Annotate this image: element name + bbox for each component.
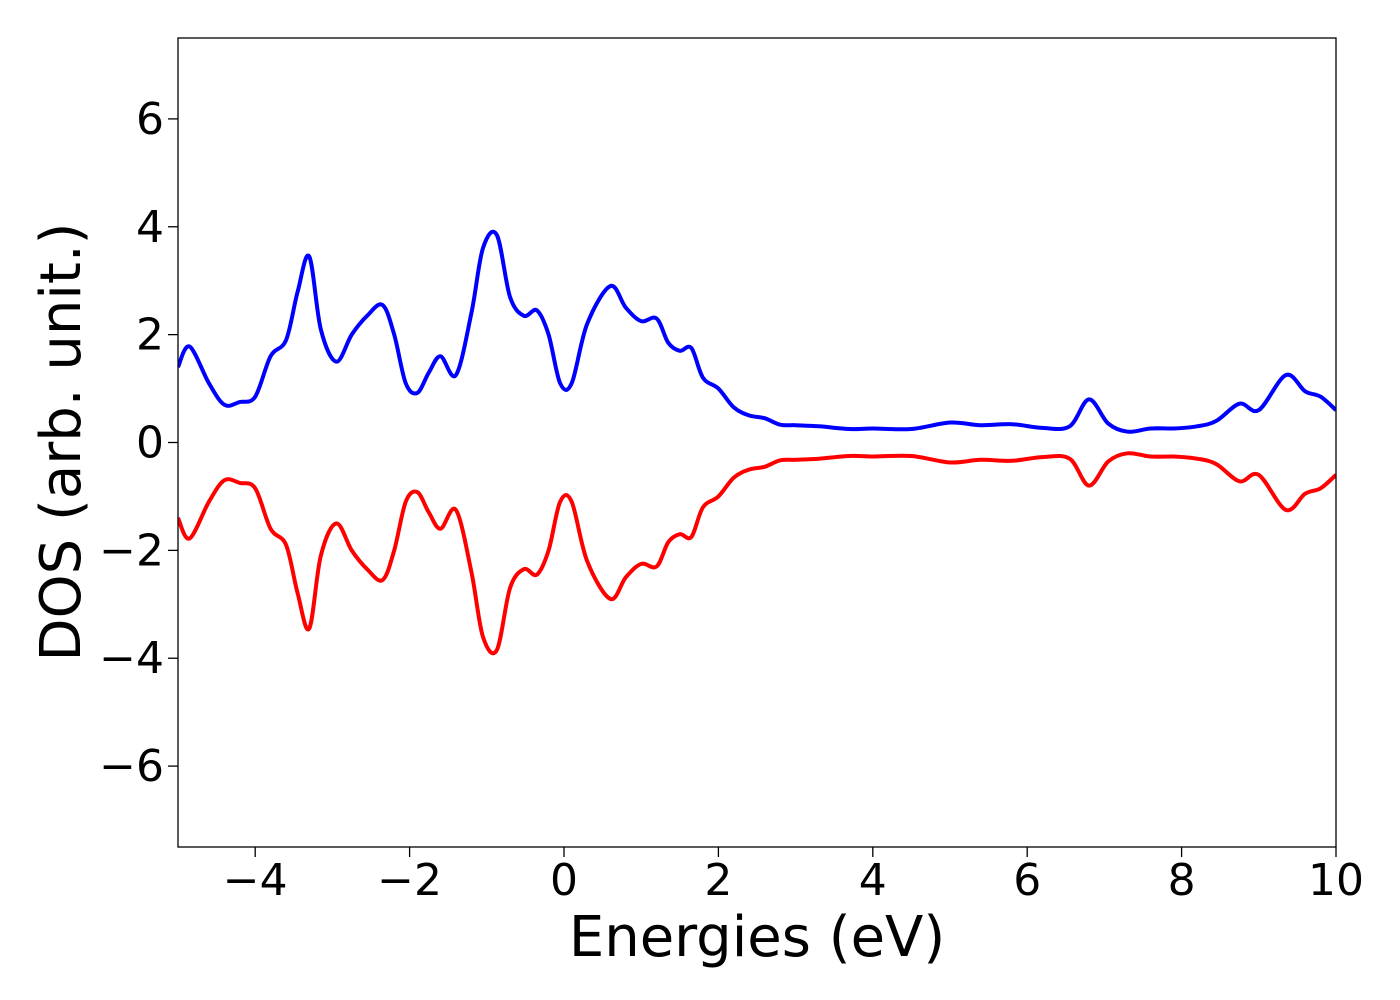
x-axis: −4 −2 0 2 4 6 8 10 (223, 847, 1364, 906)
y-axis: −6 −4 −2 0 2 4 6 (99, 94, 178, 792)
x-tick-label: 0 (550, 855, 578, 906)
series-line-0 (178, 229, 1336, 434)
x-tick-label: −4 (223, 855, 288, 906)
x-tick-label: 8 (1168, 855, 1196, 906)
y-tick-label: 6 (136, 94, 164, 145)
y-tick-label: 2 (136, 310, 164, 361)
x-tick-label: 2 (704, 855, 732, 906)
y-tick-label: −6 (99, 741, 164, 792)
x-tick-label: 4 (859, 855, 887, 906)
series-line-1 (178, 451, 1336, 656)
y-axis-title: DOS (arb. unit.) (29, 222, 94, 661)
x-axis-title: Energies (eV) (569, 905, 945, 970)
y-tick-label: 4 (136, 202, 164, 253)
series-layer (178, 229, 1336, 656)
plot-background (178, 38, 1336, 847)
y-tick-label: −4 (99, 633, 164, 684)
x-tick-label: −2 (377, 855, 442, 906)
y-tick-label: −2 (99, 525, 164, 576)
x-tick-label: 10 (1308, 855, 1364, 906)
y-tick-label: 0 (136, 418, 164, 469)
x-tick-label: 6 (1013, 855, 1041, 906)
